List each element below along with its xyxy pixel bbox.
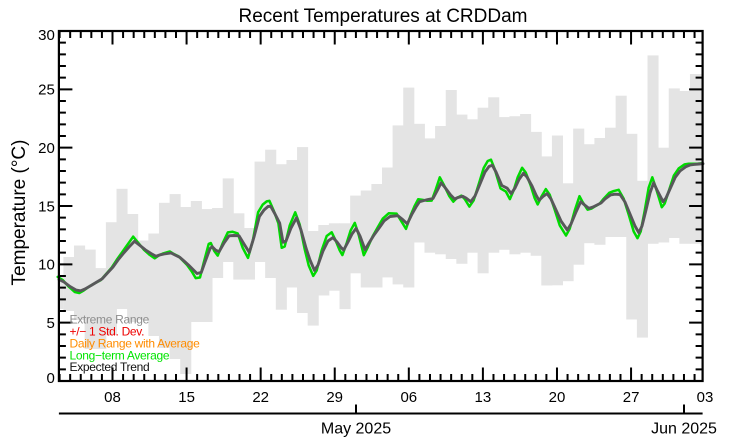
- svg-text:06: 06: [400, 389, 417, 406]
- svg-text:Temperature (°C): Temperature (°C): [9, 140, 30, 286]
- svg-text:27: 27: [623, 389, 640, 406]
- svg-text:22: 22: [252, 389, 269, 406]
- svg-text:Daily Range with Average: Daily Range with Average: [70, 336, 201, 350]
- svg-text:10: 10: [38, 257, 55, 274]
- svg-text:15: 15: [178, 389, 195, 406]
- svg-text:08: 08: [104, 389, 121, 406]
- svg-text:25: 25: [38, 82, 55, 99]
- svg-text:15: 15: [38, 198, 55, 215]
- svg-text:30: 30: [38, 27, 55, 44]
- svg-text:03: 03: [697, 389, 714, 406]
- svg-text:Extreme Range: Extreme Range: [70, 313, 150, 327]
- svg-text:Long−term Average: Long−term Average: [70, 348, 170, 362]
- svg-text:5: 5: [46, 315, 54, 332]
- svg-text:20: 20: [38, 140, 55, 157]
- svg-text:13: 13: [475, 389, 492, 406]
- svg-text:+/− 1 Std. Dev.: +/− 1 Std. Dev.: [70, 325, 145, 339]
- svg-text:Expected Trend: Expected Trend: [70, 360, 150, 374]
- svg-text:29: 29: [326, 389, 343, 406]
- svg-text:20: 20: [549, 389, 566, 406]
- svg-text:May 2025: May 2025: [321, 421, 391, 438]
- svg-text:Jun 2025: Jun 2025: [651, 421, 717, 438]
- svg-text:0: 0: [46, 370, 54, 387]
- svg-text:Recent Temperatures at CRDDam: Recent Temperatures at CRDDam: [239, 6, 528, 27]
